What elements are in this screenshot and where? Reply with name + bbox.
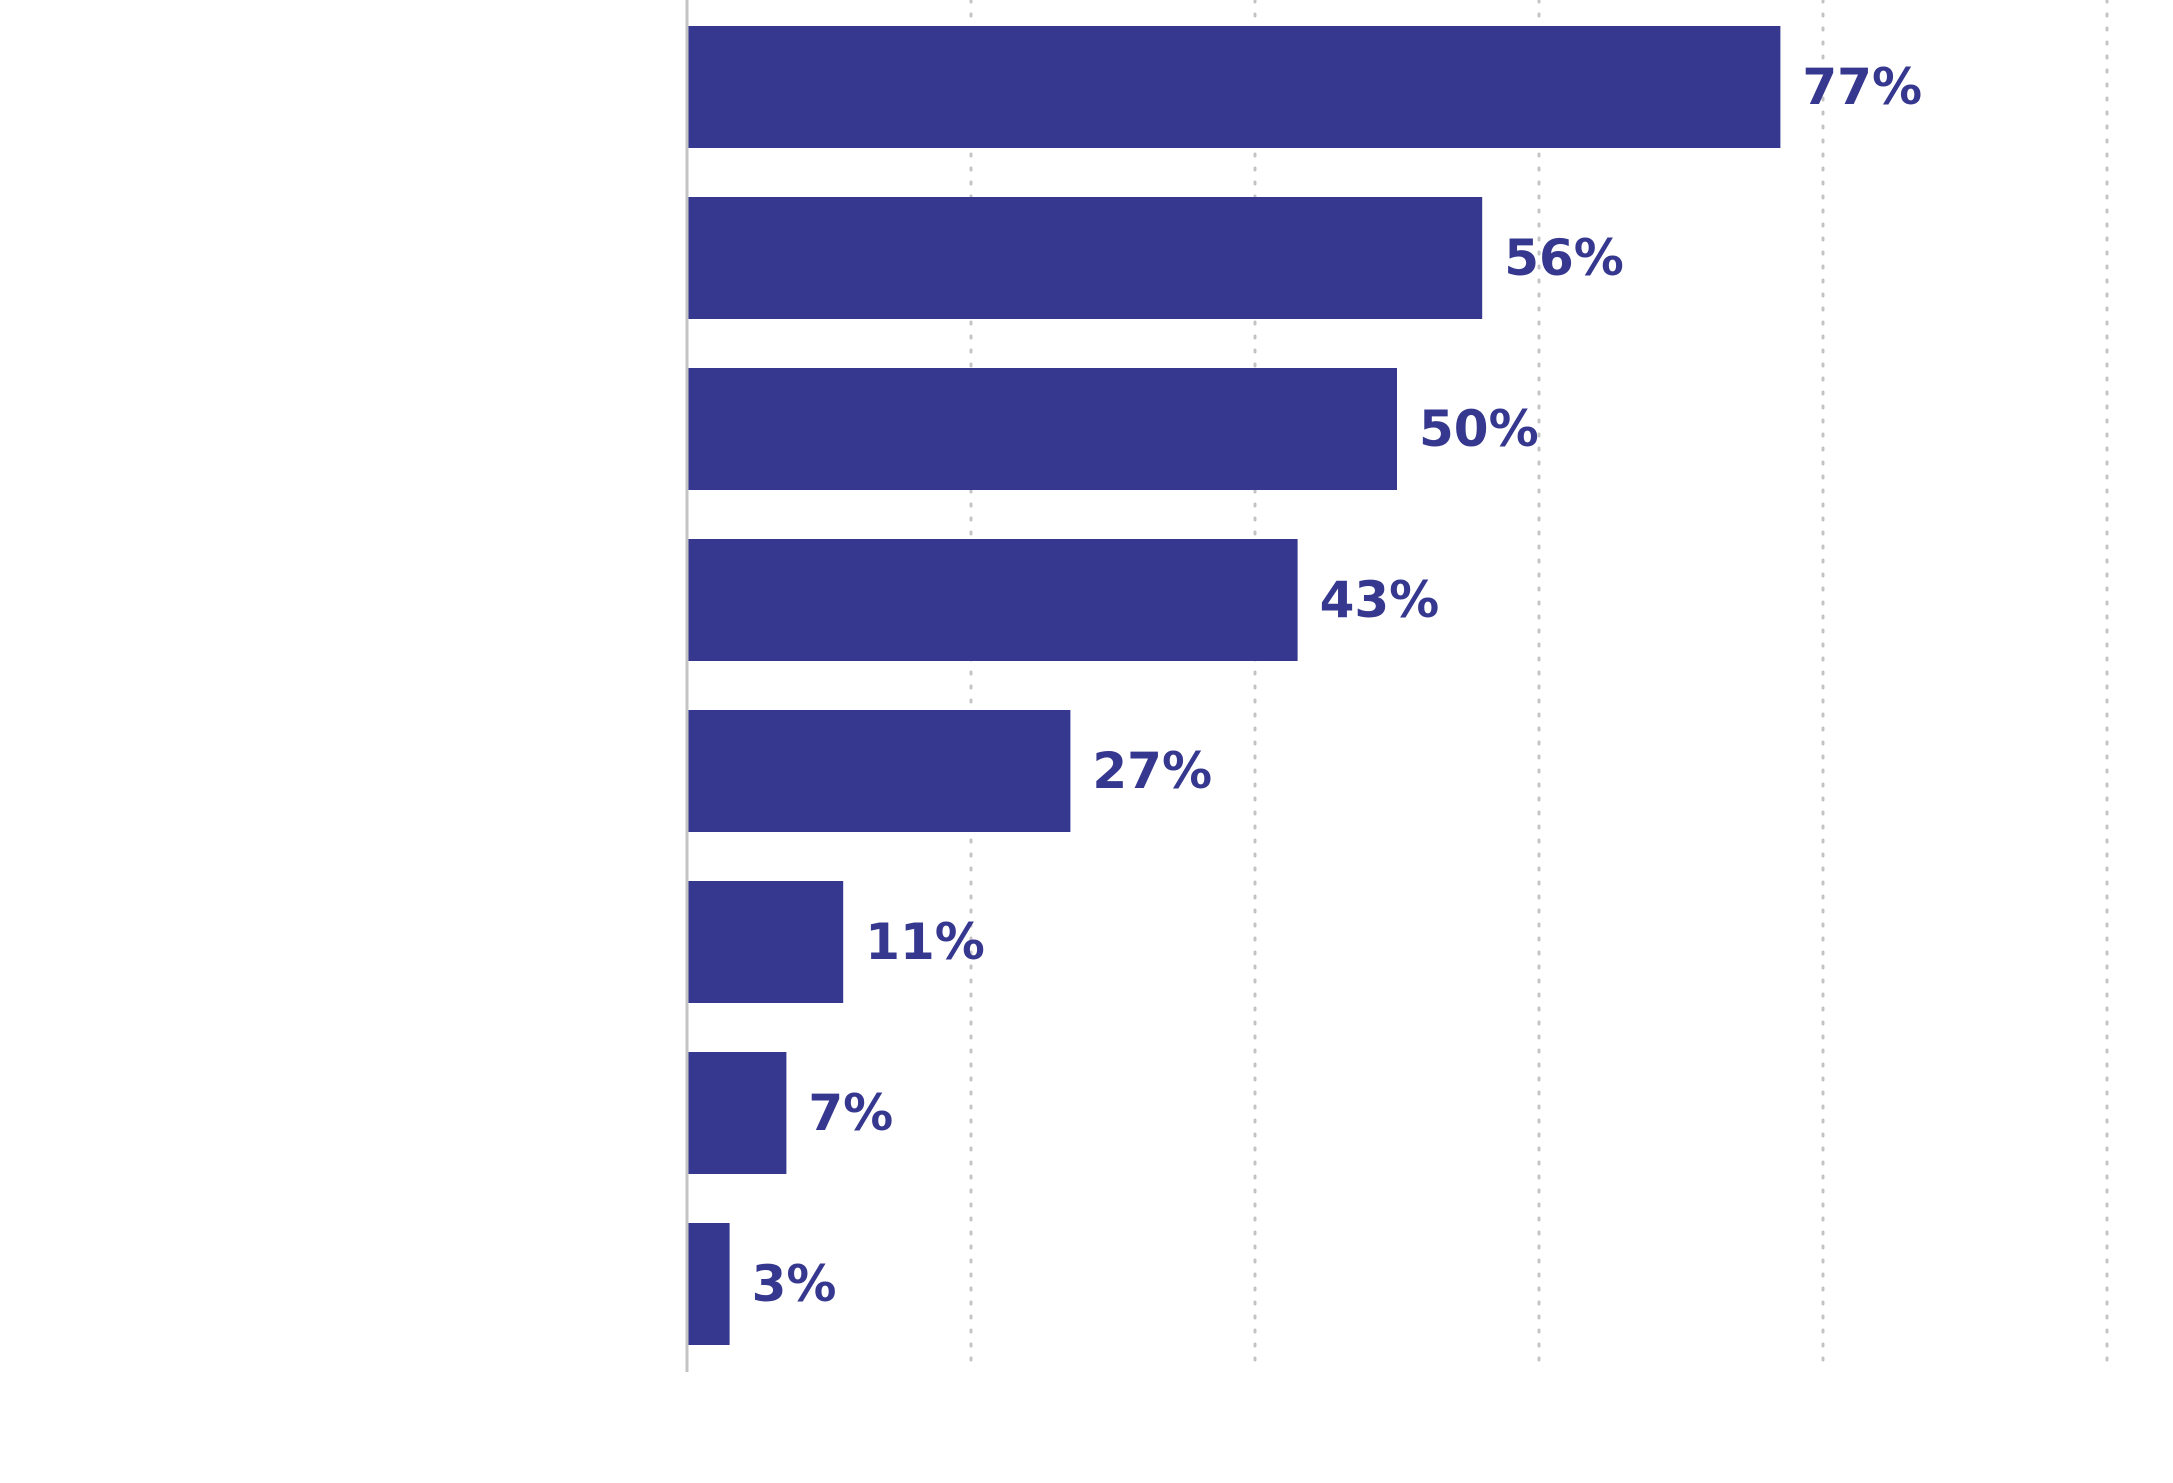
bar-value-label-3: 50%	[1419, 400, 1539, 458]
bar-8	[688, 1223, 730, 1345]
bar-value-label-1: 77%	[1802, 58, 1922, 116]
bar-value-label-5: 27%	[1092, 742, 1212, 800]
bar-3	[688, 368, 1397, 490]
gridlines	[969, 0, 2109, 1374]
bar-4	[688, 539, 1298, 661]
bar-value-label-8: 3%	[752, 1255, 837, 1313]
bar-value-label-4: 43%	[1320, 571, 1440, 629]
value-labels: 77% 56% 50% 43% 27% 11% 7% 3%	[752, 58, 1922, 1313]
bar-value-label-6: 11%	[865, 913, 985, 971]
bar-7	[688, 1052, 787, 1174]
bar-5	[688, 710, 1071, 832]
bar-2	[688, 197, 1483, 319]
bar-6	[688, 881, 844, 1003]
bar-value-label-2: 56%	[1504, 229, 1624, 287]
bars	[688, 26, 1781, 1345]
bar-1	[688, 26, 1781, 148]
bar-value-label-7: 7%	[808, 1084, 893, 1142]
